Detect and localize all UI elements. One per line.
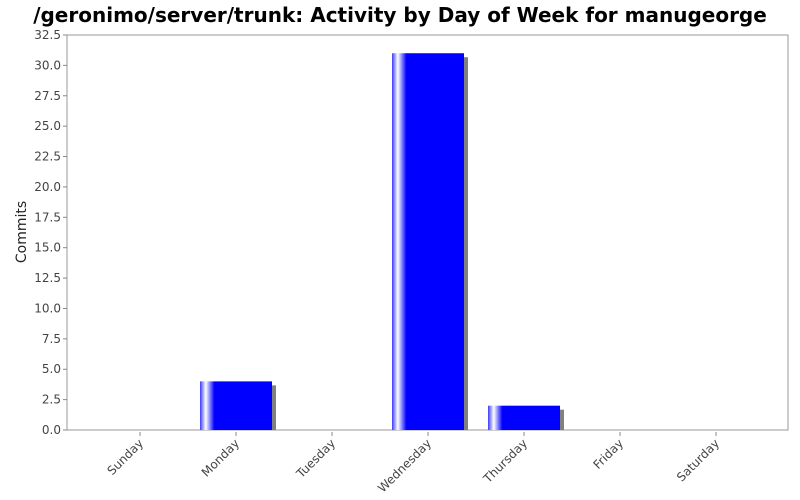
bars — [200, 53, 564, 430]
y-tick-label: 17.5 — [34, 210, 61, 224]
y-tick-label: 0.0 — [42, 423, 61, 437]
y-tick-label: 2.5 — [42, 393, 61, 407]
x-tick-label-wednesday: Wednesday — [375, 436, 434, 495]
x-tick-label-thursday: Thursday — [480, 436, 530, 486]
x-axis-ticks: Sunday Monday Tuesday Wednesday Thursday Frid… — [104, 432, 722, 495]
y-axis-label: Commits — [14, 201, 30, 263]
x-tick-label-monday: Monday — [199, 436, 242, 479]
y-tick-label: 10.0 — [34, 301, 61, 315]
bar-monday — [200, 381, 272, 430]
x-tick-label-sunday: Sunday — [104, 436, 146, 478]
y-tick-label: 32.5 — [34, 28, 61, 42]
y-tick-label: 15.0 — [34, 241, 61, 255]
y-axis-ticks: 0.0 2.5 5.0 7.5 10.0 12.5 15.0 17.5 20.0 22.5 25.0… — [34, 28, 67, 437]
chart-title: /geronimo/server/trunk: Activity by Day … — [33, 3, 767, 27]
x-tick-label-saturday: Saturday — [674, 436, 722, 484]
x-tick-label-tuesday: Tuesday — [293, 436, 338, 481]
y-tick-label: 22.5 — [34, 150, 61, 164]
y-tick-label: 25.0 — [34, 119, 61, 133]
y-tick-label: 5.0 — [42, 362, 61, 376]
y-tick-label: 30.0 — [34, 58, 61, 72]
y-tick-label: 7.5 — [42, 332, 61, 346]
bar-wednesday — [392, 53, 464, 430]
y-tick-label: 27.5 — [34, 89, 61, 103]
y-tick-label: 20.0 — [34, 180, 61, 194]
y-tick-label: 12.5 — [34, 271, 61, 285]
x-tick-label-friday: Friday — [591, 436, 627, 472]
bar-thursday — [488, 405, 560, 430]
